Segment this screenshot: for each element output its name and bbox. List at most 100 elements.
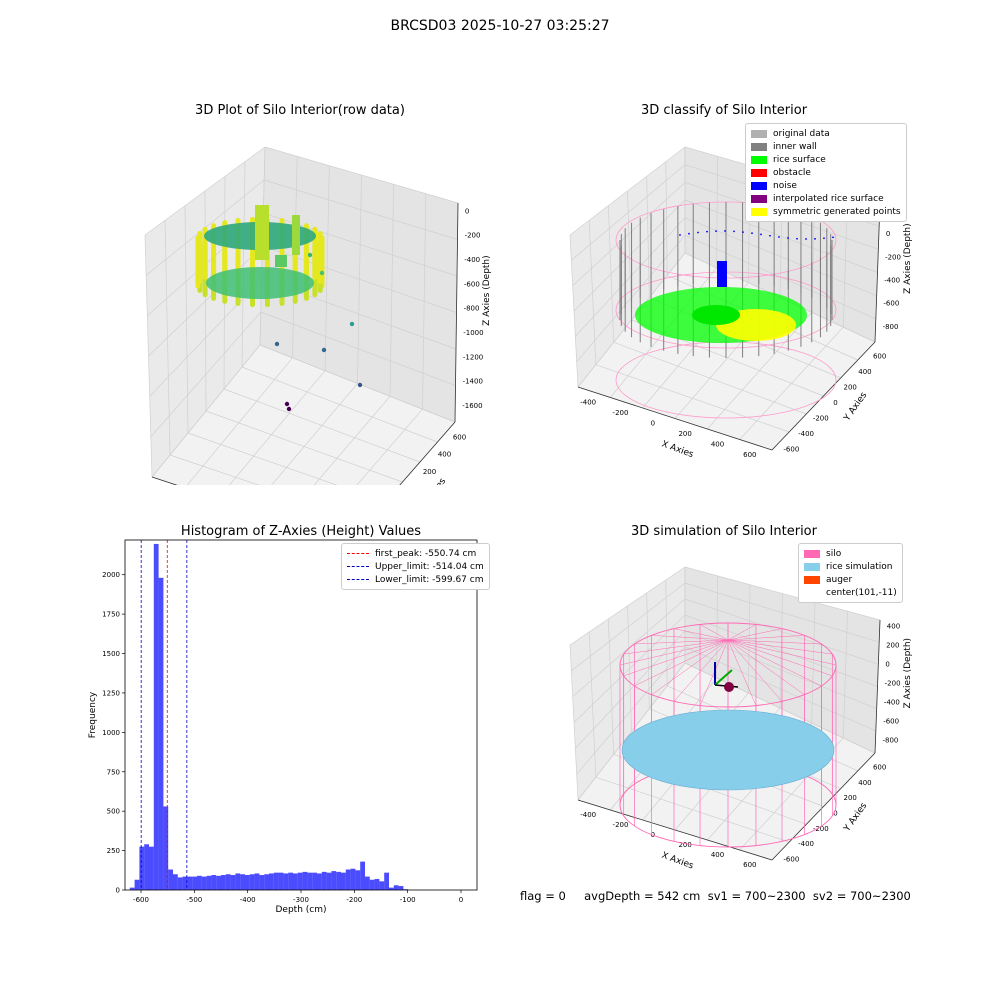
z-tick-label: -400 <box>884 276 900 284</box>
histogram-bar <box>216 875 221 890</box>
x-axis-label: X Axies <box>660 439 695 460</box>
x-tick-label: 200 <box>678 430 691 438</box>
floor-point-cluster <box>206 267 314 299</box>
grid-line <box>665 161 668 276</box>
z-tick-label: -200 <box>885 253 901 261</box>
y-tick-label: 200 <box>844 384 857 392</box>
histogram-legend-line <box>347 579 369 580</box>
histogram-bar <box>163 806 169 890</box>
y-axis-label: Y Axies <box>421 476 449 485</box>
silo-roof-line <box>727 639 822 645</box>
noise-point <box>733 230 735 233</box>
histogram-bar <box>168 869 173 890</box>
z-tick-label: -600 <box>883 300 899 308</box>
histogram-bar <box>288 872 293 890</box>
histogram-bar <box>249 874 255 890</box>
silo-roof-line <box>623 639 729 655</box>
grid-line <box>259 344 456 423</box>
histogram-bar <box>264 874 269 890</box>
silo-roof-line <box>727 639 822 687</box>
y-tick-label: 400 <box>858 368 871 376</box>
simulation-legend-entry: rice simulation <box>804 560 897 573</box>
simulation-legend-entry: auger <box>804 573 897 586</box>
classify-legend-label: rice surface <box>773 154 826 165</box>
z-tick-label: -1400 <box>463 378 483 386</box>
grid-line <box>569 566 686 646</box>
simulation-scene <box>619 622 837 848</box>
histogram-bar <box>393 885 399 890</box>
simulation-legend-label: center(101,-11) <box>826 587 897 598</box>
histogram-bar <box>360 861 365 890</box>
outlier-point <box>321 347 327 353</box>
x-tick-label: -200 <box>613 821 629 829</box>
classify-legend-entry: original data <box>751 127 901 140</box>
histogram-bar <box>302 871 308 890</box>
silo-roof-line <box>634 639 729 645</box>
classify-legend-label: interpolated rice surface <box>773 193 884 204</box>
silo-roof-line <box>634 639 729 687</box>
noise-point <box>769 234 771 237</box>
center-axis-y <box>714 669 733 686</box>
histogram-legend: first_peak: -550.74 cm Upper_limit: -514.… <box>341 543 490 590</box>
histogram-bar <box>278 872 284 890</box>
histogram-bar <box>153 543 159 890</box>
histogram-bar <box>331 871 337 890</box>
z-axis-line <box>874 202 881 343</box>
x-tick-label: 600 <box>743 451 756 459</box>
noise-point <box>787 237 789 239</box>
z-axis-line <box>874 619 881 754</box>
x-tick-label: -100 <box>400 896 416 904</box>
x-tick-label: -200 <box>613 409 629 417</box>
simulation-panel-title: 3D simulation of Silo Interior <box>631 524 817 539</box>
x-tick-label: 200 <box>678 841 691 849</box>
simulation-legend-swatch <box>804 562 820 571</box>
grid-line <box>665 579 668 686</box>
z-tick-label: -600 <box>883 718 899 726</box>
noise-point <box>796 237 798 240</box>
noise-point <box>823 237 825 240</box>
histogram-bar <box>269 873 274 890</box>
classify-legend-swatch <box>751 181 767 190</box>
silo-roof-line <box>727 624 757 641</box>
noise-point <box>697 231 699 234</box>
histogram-bar <box>129 887 135 890</box>
classify-legend-swatch <box>751 155 767 164</box>
y-tick-label: -600 <box>783 445 799 453</box>
classify-legend: original data inner wall rice surface obsta… <box>745 123 907 222</box>
z-tick-label: -400 <box>884 699 900 707</box>
histogram-bar <box>379 881 385 890</box>
z-tick-label: 0 <box>465 207 469 215</box>
right-back-pane <box>260 147 458 422</box>
histogram-bar <box>211 875 217 890</box>
histogram-bar <box>345 869 351 890</box>
histogram-bar <box>259 875 265 890</box>
axes-box: -50005001000150020006004002000-200-400-6… <box>144 146 492 485</box>
y-tick-label: 600 <box>453 434 466 442</box>
histogram-bar <box>355 870 361 890</box>
noise-point <box>706 230 708 233</box>
y-tick-label: 1000 <box>102 729 120 737</box>
z-axis-label: Z Axies (Depth) <box>482 255 492 326</box>
histogram-bar <box>350 868 356 890</box>
y-tick-label: 0 <box>833 399 837 407</box>
floor-pane <box>152 345 455 485</box>
outlier-point <box>274 341 280 347</box>
y-tick-label: 500 <box>107 808 120 816</box>
noise-point <box>751 232 753 235</box>
histogram-bar <box>321 871 327 890</box>
histogram-bar <box>206 875 212 890</box>
y-tick-label: 1750 <box>102 611 120 619</box>
y-tick-label: 0 <box>833 810 837 818</box>
z-tick-label: 200 <box>886 642 899 650</box>
right-back-pane <box>685 567 880 753</box>
y-tick-label: -200 <box>813 825 829 833</box>
classify-legend-swatch <box>751 142 767 151</box>
classify-legend-label: original data <box>773 128 830 139</box>
classify-legend-entry: obstacle <box>751 166 901 179</box>
outlier-point <box>349 321 355 327</box>
z-axis-label: Z Axies (Depth) <box>903 223 913 294</box>
x-axis-label: X Axies <box>660 851 695 872</box>
histogram-bar <box>307 872 313 890</box>
outlier-point <box>357 382 363 388</box>
simulation-legend-swatch <box>804 575 820 584</box>
